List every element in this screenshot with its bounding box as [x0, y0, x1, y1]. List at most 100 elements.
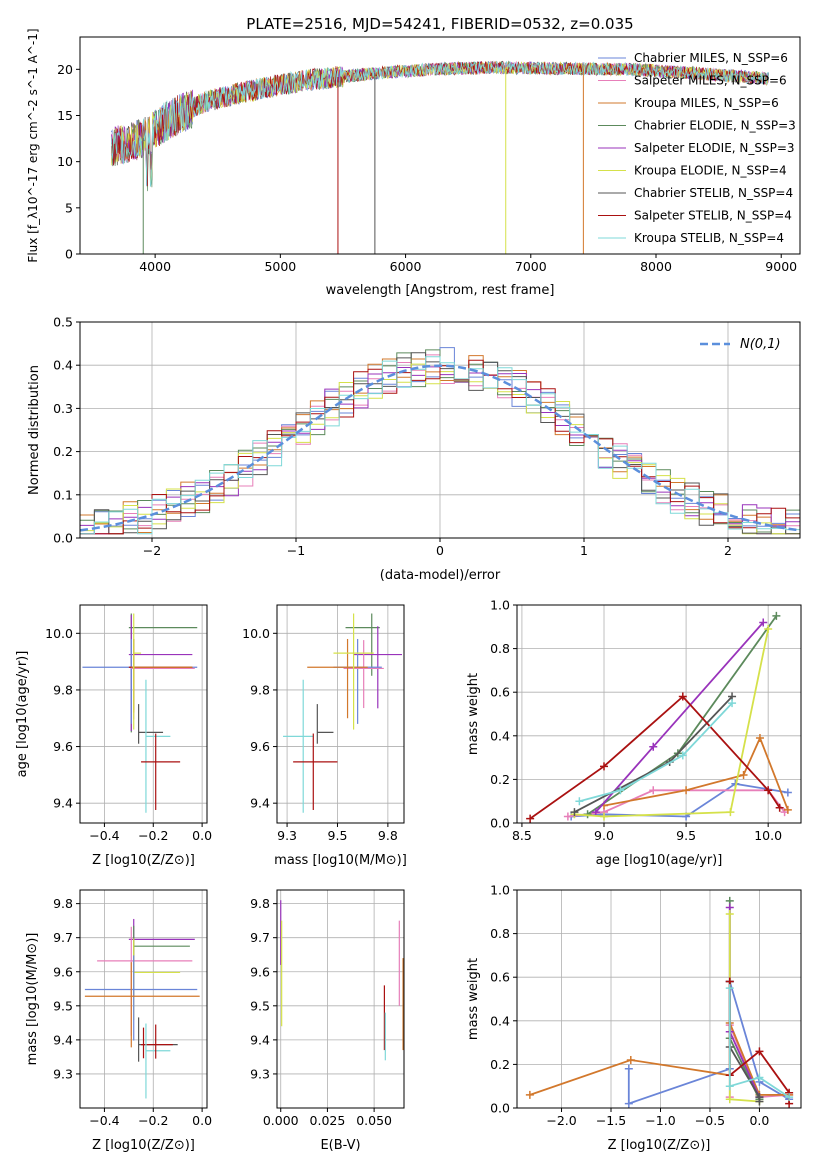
legend-label: N(0,1) — [740, 337, 781, 352]
y-tick-label: 0.8 — [490, 641, 510, 656]
weight-point-marker — [526, 814, 535, 823]
x-tick-label: −0.2 — [138, 1113, 168, 1128]
x-tick-label: 2 — [724, 543, 732, 558]
x-tick-label: 8000 — [640, 259, 672, 274]
x-tick-label: −0.4 — [89, 828, 119, 843]
legend-label: Salpeter ELODIE, N_SSP=3 — [634, 141, 795, 155]
residuals-panel: −2 −1 0 1 2 0.0 0.1 0.2 0.3 0.4 0.5 (data-model)/er… — [27, 315, 801, 583]
weight-point-marker — [783, 805, 792, 814]
age-vs-mass-panel: 9.3 9.5 9.8 9.4 9.6 9.8 10.0 mass [log10(M/M⊙)] — [242, 604, 407, 868]
x-tick-label: −1 — [287, 543, 305, 558]
y-axis-label: mass weight — [466, 958, 481, 1040]
x-tick-label: 0.000 — [263, 1113, 299, 1128]
y-axis-label: mass weight — [466, 673, 481, 755]
weight-point-marker — [591, 808, 600, 817]
x-tick-label: 9.8 — [378, 828, 398, 843]
y-tick-label: 0.0 — [490, 1101, 510, 1116]
weight-point-marker — [525, 1090, 534, 1099]
weight-series-line — [728, 988, 790, 1098]
legend-label: Chabrier ELODIE, N_SSP=3 — [634, 119, 796, 133]
y-tick-label: 0.2 — [490, 1057, 510, 1072]
y-axis-label: mass [log10(M/M⊙)] — [25, 933, 40, 1066]
y-tick-label: 0.1 — [53, 487, 73, 502]
x-tick-label: −2 — [143, 543, 161, 558]
x-axis-label: wavelength [Angstrom, rest frame] — [326, 283, 555, 298]
y-tick-label: 9.6 — [250, 964, 270, 979]
axes-frame — [276, 889, 405, 1109]
weight-vs-age-panel: 8.5 9.0 9.5 10.0 0.0 0.2 0.4 0.6 0.8 1.0 age [log1… — [466, 598, 802, 868]
weight-point-marker — [759, 618, 768, 627]
x-tick-label: −0.2 — [138, 828, 168, 843]
y-tick-label: 9.6 — [250, 739, 270, 754]
weight-point-marker — [624, 1064, 633, 1073]
y-tick-label: 9.7 — [53, 930, 73, 945]
y-tick-label: 9.6 — [53, 964, 73, 979]
x-tick-label: 9.5 — [328, 828, 348, 843]
y-tick-label: 0.4 — [53, 358, 73, 373]
x-tick-label: 0 — [436, 543, 444, 558]
y-tick-label: 9.4 — [250, 796, 270, 811]
x-tick-label: 4000 — [139, 259, 171, 274]
axes-frame — [79, 604, 208, 824]
weight-point-marker — [725, 1095, 734, 1104]
y-tick-label: 0.0 — [490, 816, 510, 831]
x-tick-label: 0.025 — [310, 1113, 346, 1128]
y-tick-label: 9.5 — [250, 998, 270, 1013]
x-tick-label: 8.5 — [512, 828, 532, 843]
histogram-step-line — [80, 356, 800, 535]
x-tick-label: −0.4 — [89, 1113, 119, 1128]
y-axis-label: Normed distribution — [27, 365, 42, 495]
y-tick-label: 0.2 — [53, 444, 73, 459]
x-axis-label: Z [log10(Z/Z⊙)] — [92, 1138, 195, 1153]
weight-point-marker — [682, 786, 691, 795]
axes-frame — [79, 36, 801, 255]
x-axis-label: mass [log10(M/M⊙)] — [274, 853, 407, 868]
weight-point-marker — [755, 1047, 764, 1056]
weight-series-line — [574, 695, 733, 813]
weight-point-marker — [728, 699, 737, 708]
mass-vs-z-panel: −0.4 −0.2 0.0 9.3 9.4 9.5 9.6 9.7 9.8 Z [log10(Z/… — [25, 889, 212, 1153]
weight-point-marker — [739, 771, 748, 780]
weight-point-marker — [783, 788, 792, 797]
x-tick-label: 5000 — [264, 259, 296, 274]
weight-point-marker — [600, 812, 609, 821]
x-tick-label: 0.050 — [356, 1113, 392, 1128]
x-axis-label: Z [log10(Z/Z⊙)] — [92, 853, 195, 868]
spectrum-panel: 4000 5000 6000 7000 8000 9000 0 5 10 15 20 waveleng… — [26, 28, 801, 298]
y-tick-label: 0.8 — [490, 926, 510, 941]
axes-frame — [516, 604, 802, 824]
legend-label: Chabrier STELIB, N_SSP=4 — [634, 186, 793, 200]
y-tick-label: 0.4 — [490, 728, 510, 743]
y-tick-label: 9.7 — [250, 930, 270, 945]
x-tick-label: 9.5 — [676, 828, 696, 843]
weight-point-marker — [616, 786, 625, 795]
y-tick-label: 10.0 — [242, 626, 270, 641]
weight-point-marker — [764, 624, 773, 633]
y-tick-label: 9.5 — [53, 998, 73, 1013]
x-tick-label: −2.0 — [546, 1113, 576, 1128]
weight-series-line — [627, 981, 790, 1105]
x-tick-label: 9.3 — [277, 828, 297, 843]
weight-series-line — [579, 702, 733, 803]
legend-label: Kroupa STELIB, N_SSP=4 — [634, 231, 784, 245]
spectrum-series-line — [110, 60, 770, 187]
y-tick-label: 1.0 — [490, 598, 510, 613]
axes-frame — [516, 889, 802, 1109]
histogram-step-line — [80, 352, 800, 535]
x-axis-label: E(B-V) — [320, 1138, 360, 1153]
y-tick-label: 9.3 — [250, 1066, 270, 1081]
weight-point-marker — [600, 762, 609, 771]
y-tick-label: 20 — [57, 62, 73, 77]
x-tick-label: 9000 — [765, 259, 797, 274]
weight-point-marker — [785, 1093, 794, 1102]
y-tick-label: 9.8 — [53, 682, 73, 697]
y-tick-label: 0 — [65, 247, 73, 262]
legend-label: Chabrier MILES, N_SSP=6 — [634, 51, 788, 65]
weight-vs-z-panel: −2.0 −1.5 −1.0 −0.5 0.0 0.0 0.2 0.4 0.6 0.8 1.0 Z [… — [466, 883, 802, 1153]
y-tick-label: 0.6 — [490, 970, 510, 985]
weight-point-marker — [775, 803, 784, 812]
y-tick-label: 0.0 — [53, 531, 73, 546]
y-tick-label: 0.4 — [490, 1013, 510, 1028]
weight-point-marker — [563, 812, 572, 821]
